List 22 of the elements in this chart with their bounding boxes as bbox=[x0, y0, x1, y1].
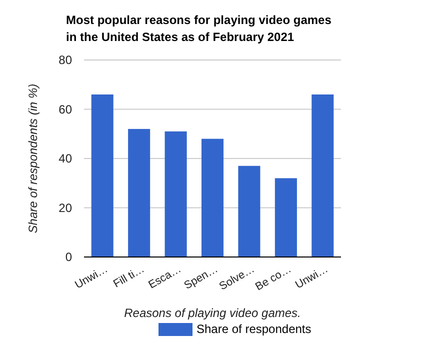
x-tick-label: Unwi… bbox=[73, 263, 110, 292]
y-tick-label: 0 bbox=[65, 250, 72, 264]
y-tick-label: 80 bbox=[58, 53, 72, 67]
x-tick-label: Esca… bbox=[146, 263, 184, 292]
bar bbox=[312, 94, 334, 257]
y-axis-title: Share of respondents (in %) bbox=[26, 84, 40, 234]
x-tick-label: Unwi… bbox=[293, 263, 330, 292]
x-tick-label: Fill ti… bbox=[111, 263, 147, 290]
bar bbox=[91, 94, 114, 257]
y-tick-label: 60 bbox=[58, 102, 72, 116]
x-tick-label: Spen… bbox=[182, 263, 220, 292]
y-tick-label: 40 bbox=[58, 152, 72, 166]
chart-title: Most popular reasons for playing video games in the United States as of February 2021 bbox=[66, 13, 332, 44]
x-tick-label: Be co… bbox=[254, 263, 294, 294]
bar bbox=[201, 138, 224, 257]
x-axis-title: Reasons of playing video games. bbox=[124, 306, 301, 320]
bar bbox=[238, 166, 260, 257]
y-tick-label: 20 bbox=[58, 200, 72, 215]
legend-label: Share of respondents bbox=[196, 322, 312, 336]
bar bbox=[128, 128, 150, 257]
bar bbox=[164, 131, 187, 257]
bar bbox=[274, 178, 297, 257]
